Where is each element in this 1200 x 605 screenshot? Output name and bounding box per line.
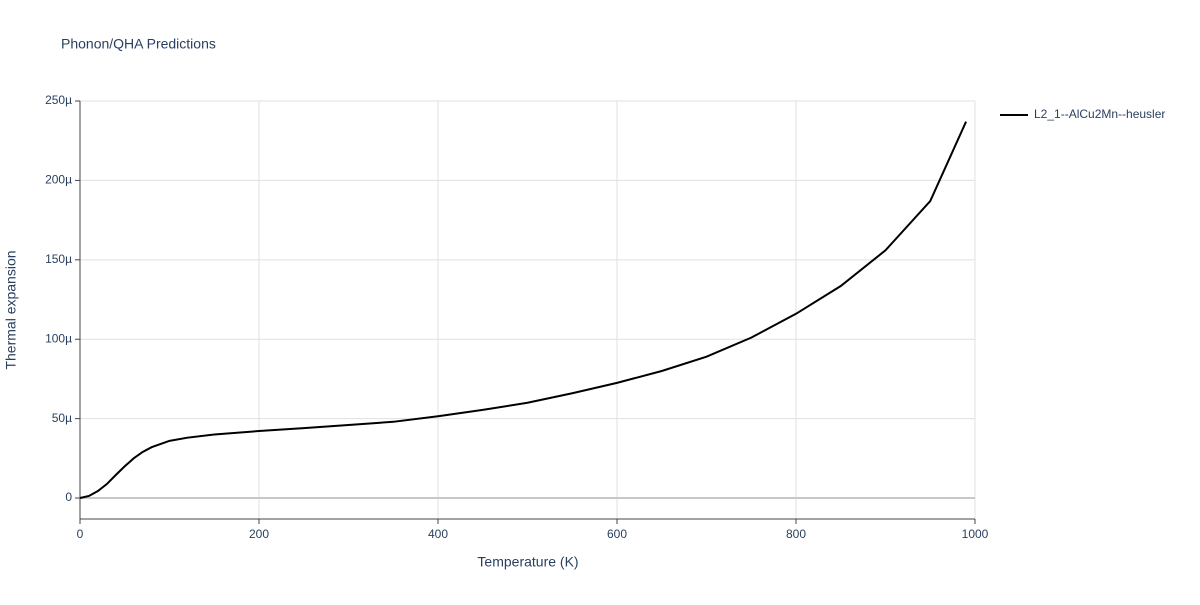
chart-title: Phonon/QHA Predictions [61,36,216,52]
y-tick-label: 100µ [45,331,72,345]
y-tick-label: 250µ [45,93,72,107]
y-axis-title: Thermal expansion [3,250,19,369]
x-axis-title: Temperature (K) [477,554,578,570]
y-tick-label: 150µ [45,252,72,266]
y-tick-label: 200µ [45,173,72,187]
x-tick-label: 400 [428,527,448,541]
y-tick-label: 0 [65,490,72,504]
x-tick-label: 200 [249,527,269,541]
x-tick-label: 1000 [962,527,989,541]
y-tick-label: 50µ [52,411,72,425]
x-tick-label: 0 [77,527,84,541]
x-tick-label: 800 [786,527,806,541]
legend-label: L2_1--AlCu2Mn--heusler [1034,107,1165,121]
x-tick-label: 600 [607,527,627,541]
data-line [79,121,967,500]
